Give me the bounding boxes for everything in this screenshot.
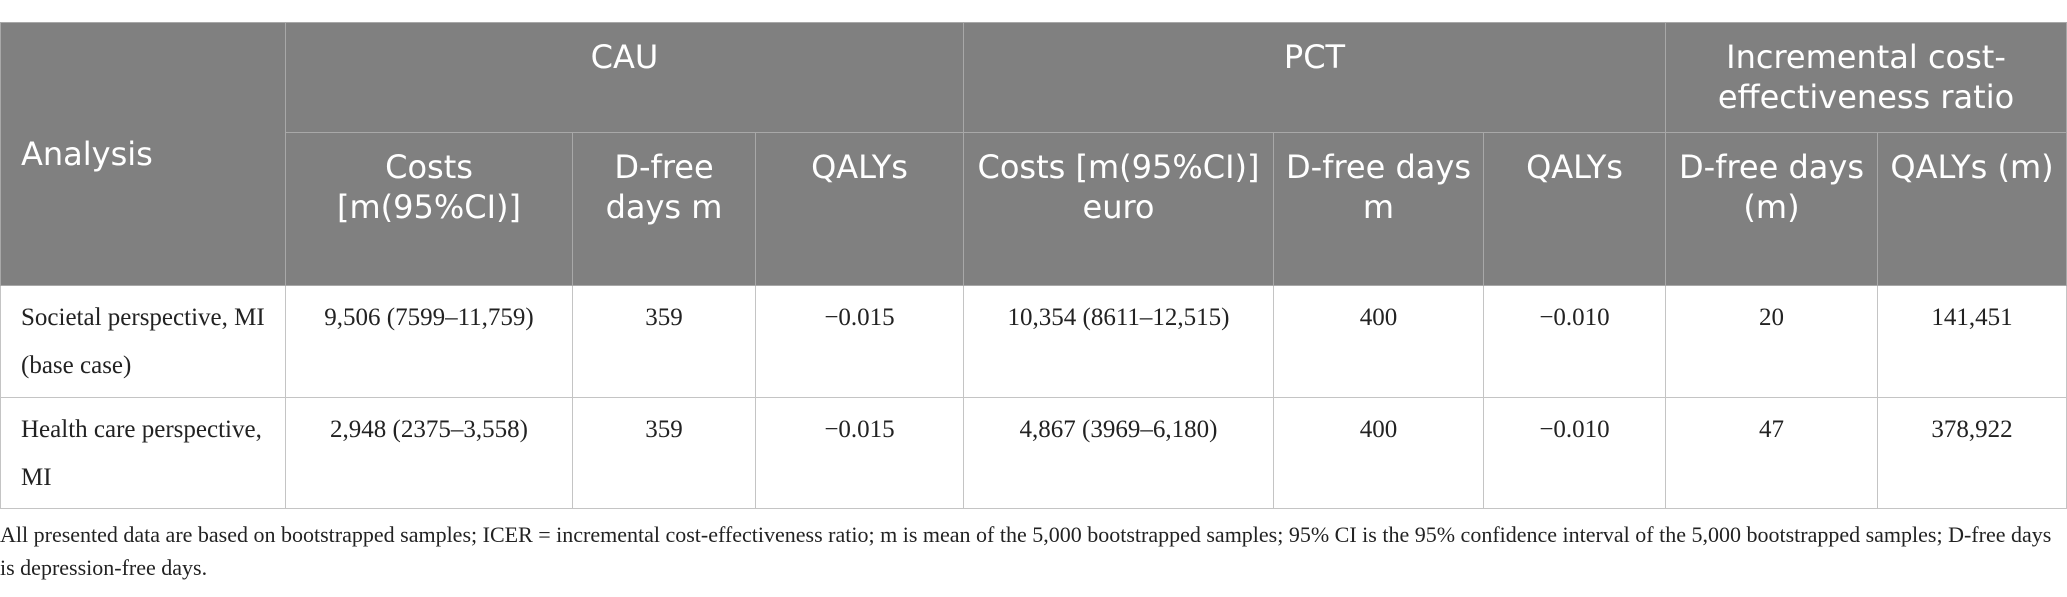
header-icer-dfree: D-free days (m)	[1665, 132, 1878, 286]
header-row-columns: Costs [m(95%CI)] D-free days m QALYs Cos…	[1, 132, 2067, 286]
table-footnote: All presented data are based on bootstra…	[0, 522, 2052, 580]
cell-pct-qalys: −0.010	[1483, 285, 1666, 398]
cell-cau-costs: 9,506 (7599–11,759)	[285, 285, 573, 398]
cell-icer-qalys: 378,922	[1877, 397, 2067, 509]
cell-pct-costs: 10,354 (8611–12,515)	[963, 285, 1274, 398]
table-row: Societal perspective, MI (base case) 9,5…	[0, 285, 2067, 398]
header-analysis: Analysis	[0, 22, 286, 286]
cell-pct-qalys: −0.010	[1483, 397, 1666, 509]
cell-analysis: Societal perspective, MI (base case)	[0, 285, 286, 398]
cell-icer-dfree: 20	[1665, 285, 1878, 398]
cell-pct-costs: 4,867 (3969–6,180)	[963, 397, 1274, 509]
cell-cau-qalys: −0.015	[755, 397, 964, 509]
header-row-groups: Analysis CAU PCT Incremental cost-effect…	[0, 22, 2067, 286]
cell-cau-dfree: 359	[572, 397, 756, 509]
cell-cau-costs: 2,948 (2375–3,558)	[285, 397, 573, 509]
header-pct-qalys: QALYs	[1483, 132, 1666, 286]
cell-cau-qalys: −0.015	[755, 285, 964, 398]
results-table: Analysis CAU PCT Incremental cost-effect…	[0, 22, 2067, 509]
cell-cau-dfree: 359	[572, 285, 756, 398]
cell-pct-dfree: 400	[1273, 285, 1484, 398]
header-icer-qalys: QALYs (m)	[1877, 132, 2067, 286]
header-group-icer: Incremental cost-effectiveness ratio	[1665, 22, 2067, 133]
cell-analysis: Health care perspective, MI	[0, 397, 286, 509]
table-row: Health care perspective, MI 2,948 (2375–…	[0, 397, 2067, 509]
header-cau-dfree: D-free days m	[572, 132, 756, 286]
cell-pct-dfree: 400	[1273, 397, 1484, 509]
cell-icer-dfree: 47	[1665, 397, 1878, 509]
header-pct-dfree: D-free days m	[1273, 132, 1484, 286]
header-group-pct: PCT	[963, 22, 1666, 133]
cell-icer-qalys: 141,451	[1877, 285, 2067, 398]
header-group-cau: CAU	[285, 22, 964, 133]
results-table-container: Analysis CAU PCT Incremental cost-effect…	[0, 22, 2067, 509]
header-cau-qalys: QALYs	[755, 132, 964, 286]
header-pct-costs: Costs [m(95%CI)] euro	[963, 132, 1274, 286]
header-cau-costs: Costs [m(95%CI)]	[285, 132, 573, 286]
